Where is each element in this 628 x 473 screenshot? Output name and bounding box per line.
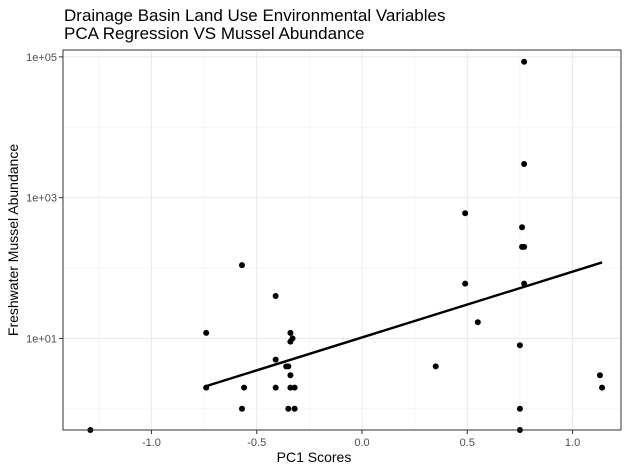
x-tick-label: -1.0 xyxy=(142,437,161,449)
y-tick-label: 1e+03 xyxy=(26,193,57,205)
data-point xyxy=(291,384,298,391)
chart-subtitle: PCA Regression VS Mussel Abundance xyxy=(64,24,365,43)
data-point xyxy=(291,405,298,412)
data-point xyxy=(521,58,528,65)
x-tick-label: -0.5 xyxy=(247,437,266,449)
data-point xyxy=(203,384,210,391)
data-point xyxy=(516,342,523,349)
data-point xyxy=(285,363,292,370)
data-point xyxy=(238,405,245,412)
data-point xyxy=(521,280,528,287)
chart-title: Drainage Basin Land Use Environmental Va… xyxy=(64,6,446,25)
data-point xyxy=(599,384,606,391)
data-point xyxy=(519,224,526,231)
y-axis-label: Freshwater Mussel Abundance xyxy=(5,143,21,337)
data-point xyxy=(521,161,528,168)
x-tick-label: 0.0 xyxy=(354,437,369,449)
regression-layer xyxy=(205,261,603,388)
data-point xyxy=(203,329,210,336)
data-point xyxy=(272,384,279,391)
data-point xyxy=(272,293,279,300)
x-axis-label: PC1 Scores xyxy=(276,449,352,465)
grid-minor xyxy=(63,50,621,430)
data-point xyxy=(272,356,279,363)
data-point xyxy=(462,280,469,287)
y-tick-label: 1e+01 xyxy=(26,333,57,345)
points-layer xyxy=(87,58,606,433)
x-tick-label: 1.0 xyxy=(565,437,580,449)
grid-major xyxy=(63,50,621,430)
y-axis: 1e+01 1e+03 1e+05 xyxy=(26,52,63,345)
x-axis: -1.0 -0.5 0.0 0.5 1.0 xyxy=(142,430,580,449)
data-point xyxy=(241,384,248,391)
data-point xyxy=(432,363,439,370)
data-point xyxy=(474,319,481,326)
data-point xyxy=(285,405,292,412)
data-point xyxy=(238,262,245,269)
data-point xyxy=(287,329,294,336)
data-point xyxy=(462,210,469,217)
data-point xyxy=(596,372,603,379)
data-point xyxy=(287,372,294,379)
data-point xyxy=(289,335,296,342)
data-point xyxy=(287,384,294,391)
x-tick-label: 0.5 xyxy=(460,437,475,449)
panel-border xyxy=(62,49,622,431)
regression-line xyxy=(205,261,603,388)
data-point xyxy=(521,243,528,250)
data-point xyxy=(516,405,523,412)
y-tick-label: 1e+05 xyxy=(26,52,57,64)
